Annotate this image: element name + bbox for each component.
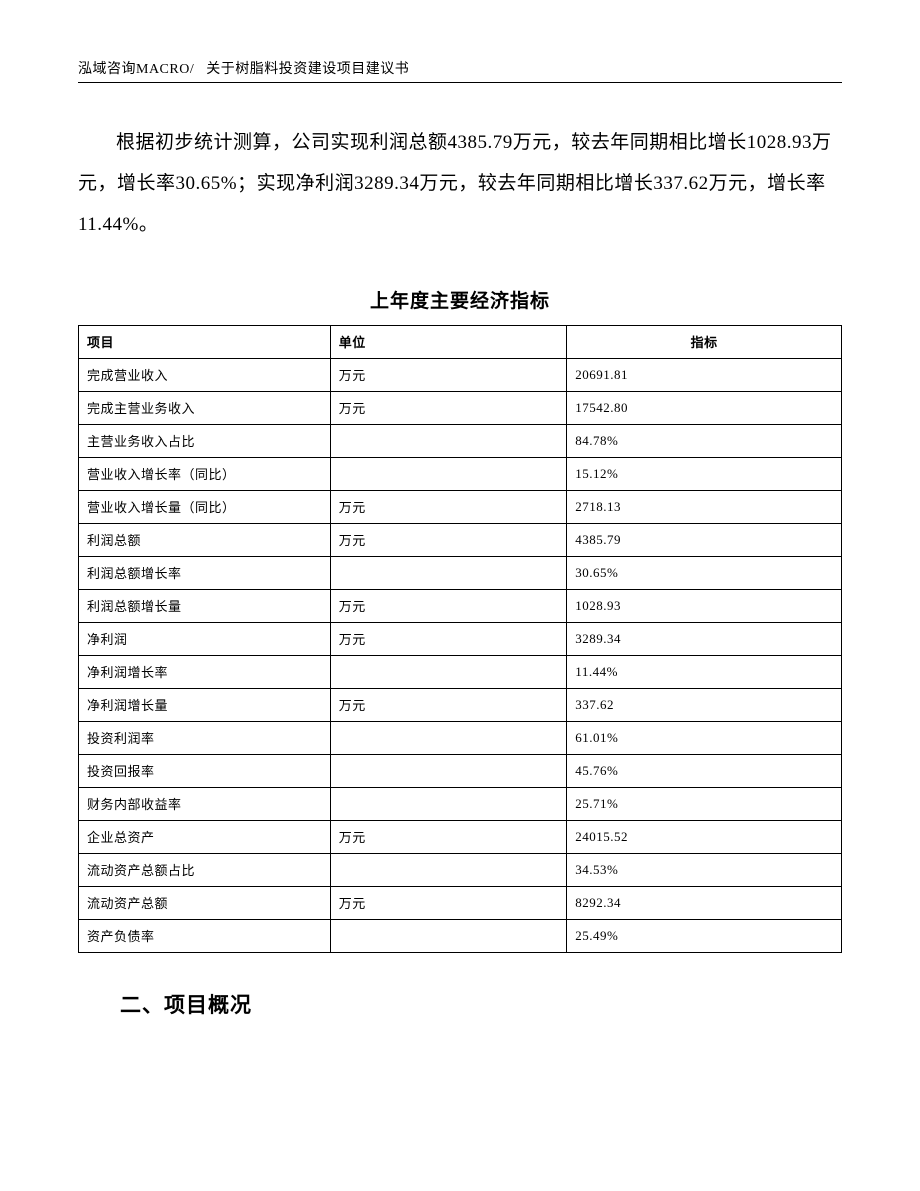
cell-value: 11.44% — [567, 655, 842, 688]
cell-item: 资产负债率 — [79, 919, 331, 952]
header-doc-title: 关于树脂料投资建设项目建议书 — [206, 62, 409, 77]
cell-value: 34.53% — [567, 853, 842, 886]
cell-unit — [330, 787, 567, 820]
table-title: 上年度主要经济指标 — [78, 286, 842, 313]
cell-unit — [330, 754, 567, 787]
cell-item: 完成营业收入 — [79, 358, 331, 391]
table-row: 完成主营业务收入万元17542.80 — [79, 391, 842, 424]
cell-value: 1028.93 — [567, 589, 842, 622]
cell-unit: 万元 — [330, 622, 567, 655]
col-header-value: 指标 — [567, 325, 842, 358]
cell-item: 财务内部收益率 — [79, 787, 331, 820]
table-row: 流动资产总额占比 34.53% — [79, 853, 842, 886]
table-row: 利润总额万元4385.79 — [79, 523, 842, 556]
cell-unit — [330, 919, 567, 952]
cell-item: 净利润增长量 — [79, 688, 331, 721]
cell-value: 84.78% — [567, 424, 842, 457]
cell-item: 主营业务收入占比 — [79, 424, 331, 457]
cell-value: 61.01% — [567, 721, 842, 754]
page-header: 泓域咨询MACRO/ 关于树脂料投资建设项目建议书 — [78, 58, 842, 78]
cell-item: 营业收入增长率（同比） — [79, 457, 331, 490]
cell-value: 8292.34 — [567, 886, 842, 919]
cell-unit — [330, 457, 567, 490]
cell-item: 投资回报率 — [79, 754, 331, 787]
page: 泓域咨询MACRO/ 关于树脂料投资建设项目建议书 根据初步统计测算，公司实现利… — [0, 0, 920, 1191]
cell-unit: 万元 — [330, 589, 567, 622]
cell-item: 完成主营业务收入 — [79, 391, 331, 424]
cell-item: 利润总额增长量 — [79, 589, 331, 622]
header-brand: 泓域咨询MACRO/ — [78, 62, 194, 77]
cell-unit: 万元 — [330, 358, 567, 391]
table-row: 利润总额增长率 30.65% — [79, 556, 842, 589]
table-header-row: 项目 单位 指标 — [79, 325, 842, 358]
cell-item: 利润总额 — [79, 523, 331, 556]
cell-value: 3289.34 — [567, 622, 842, 655]
table-row: 主营业务收入占比 84.78% — [79, 424, 842, 457]
cell-item: 净利润 — [79, 622, 331, 655]
cell-unit — [330, 853, 567, 886]
table-row: 完成营业收入万元20691.81 — [79, 358, 842, 391]
cell-unit: 万元 — [330, 820, 567, 853]
cell-item: 营业收入增长量（同比） — [79, 490, 331, 523]
cell-unit — [330, 721, 567, 754]
cell-unit: 万元 — [330, 391, 567, 424]
table-row: 净利润增长率 11.44% — [79, 655, 842, 688]
cell-value: 15.12% — [567, 457, 842, 490]
cell-value: 30.65% — [567, 556, 842, 589]
table-row: 净利润增长量万元337.62 — [79, 688, 842, 721]
table-row: 资产负债率 25.49% — [79, 919, 842, 952]
table-row: 投资回报率 45.76% — [79, 754, 842, 787]
col-header-item: 项目 — [79, 325, 331, 358]
cell-unit — [330, 556, 567, 589]
cell-value: 2718.13 — [567, 490, 842, 523]
table-row: 流动资产总额万元8292.34 — [79, 886, 842, 919]
cell-item: 企业总资产 — [79, 820, 331, 853]
cell-item: 净利润增长率 — [79, 655, 331, 688]
section-heading: 二、项目概况 — [78, 989, 842, 1019]
table-row: 营业收入增长率（同比） 15.12% — [79, 457, 842, 490]
cell-value: 17542.80 — [567, 391, 842, 424]
cell-item: 投资利润率 — [79, 721, 331, 754]
cell-unit: 万元 — [330, 886, 567, 919]
cell-unit: 万元 — [330, 490, 567, 523]
cell-value: 45.76% — [567, 754, 842, 787]
col-header-unit: 单位 — [330, 325, 567, 358]
cell-value: 25.71% — [567, 787, 842, 820]
cell-unit — [330, 655, 567, 688]
economic-indicators-table: 项目 单位 指标 完成营业收入万元20691.81 完成主营业务收入万元1754… — [78, 325, 842, 953]
cell-item: 利润总额增长率 — [79, 556, 331, 589]
table-row: 投资利润率 61.01% — [79, 721, 842, 754]
table-row: 企业总资产万元24015.52 — [79, 820, 842, 853]
cell-value: 4385.79 — [567, 523, 842, 556]
cell-value: 25.49% — [567, 919, 842, 952]
table-row: 营业收入增长量（同比）万元2718.13 — [79, 490, 842, 523]
cell-unit: 万元 — [330, 688, 567, 721]
cell-value: 337.62 — [567, 688, 842, 721]
cell-value: 20691.81 — [567, 358, 842, 391]
cell-item: 流动资产总额占比 — [79, 853, 331, 886]
table-row: 净利润万元3289.34 — [79, 622, 842, 655]
table-body: 完成营业收入万元20691.81 完成主营业务收入万元17542.80 主营业务… — [79, 358, 842, 952]
cell-unit — [330, 424, 567, 457]
table-row: 利润总额增长量万元1028.93 — [79, 589, 842, 622]
cell-item: 流动资产总额 — [79, 886, 331, 919]
table-row: 财务内部收益率 25.71% — [79, 787, 842, 820]
summary-paragraph: 根据初步统计测算，公司实现利润总额4385.79万元，较去年同期相比增长1028… — [78, 123, 842, 246]
header-rule — [78, 82, 842, 83]
cell-unit: 万元 — [330, 523, 567, 556]
cell-value: 24015.52 — [567, 820, 842, 853]
